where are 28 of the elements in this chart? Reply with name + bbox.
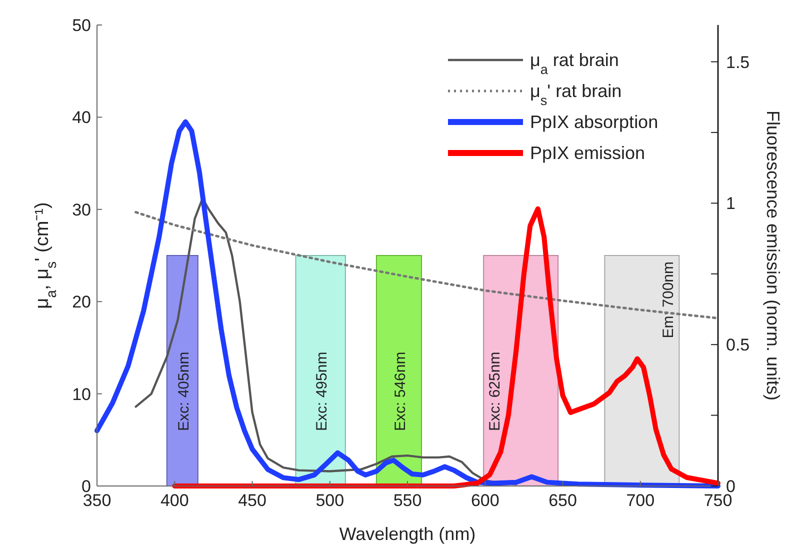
legend-label: μ$_{s}$' rat brain: [530, 81, 622, 108]
x-tick-label: 700: [626, 491, 655, 510]
x-tick-label: 450: [238, 491, 266, 510]
legend-label: μ$_{a}$ rat brain: [530, 50, 619, 76]
band-label: Exc: 625nm: [486, 352, 504, 431]
x-tick-label: 500: [316, 491, 344, 510]
x-tick-label: 400: [160, 491, 189, 510]
band-label: Exc: 495nm: [314, 352, 331, 431]
legend-label: PpIX emission: [530, 143, 646, 163]
x-axis-title: Wavelength (nm): [339, 524, 476, 544]
x-tick-label: 350: [82, 491, 112, 510]
y2-tick-label: 1.5: [726, 52, 750, 72]
y-tick-label: 40: [72, 108, 91, 128]
y-tick-label: 50: [72, 16, 91, 35]
legend-label: PpIX absorption: [530, 112, 658, 132]
band-label: Exc: 546nm: [392, 352, 409, 431]
x-tick-label: 600: [470, 491, 500, 510]
x-tick-label: 550: [393, 491, 422, 510]
band-label: Exc: 405nm: [175, 352, 192, 431]
y-tick-label: 20: [72, 292, 91, 312]
x-tick-label: 750: [704, 491, 732, 510]
x-tick-label: 650: [548, 491, 577, 510]
band-label: Em: 700nm: [660, 262, 678, 338]
y-tick-label: 30: [72, 200, 91, 220]
y2-axis-title: Fluorescence emission (norm. units): [763, 110, 783, 401]
y2-tick-label: 0.5: [726, 336, 750, 355]
y2-tick-label: 1: [726, 194, 736, 214]
y-tick-label: 10: [72, 384, 91, 404]
